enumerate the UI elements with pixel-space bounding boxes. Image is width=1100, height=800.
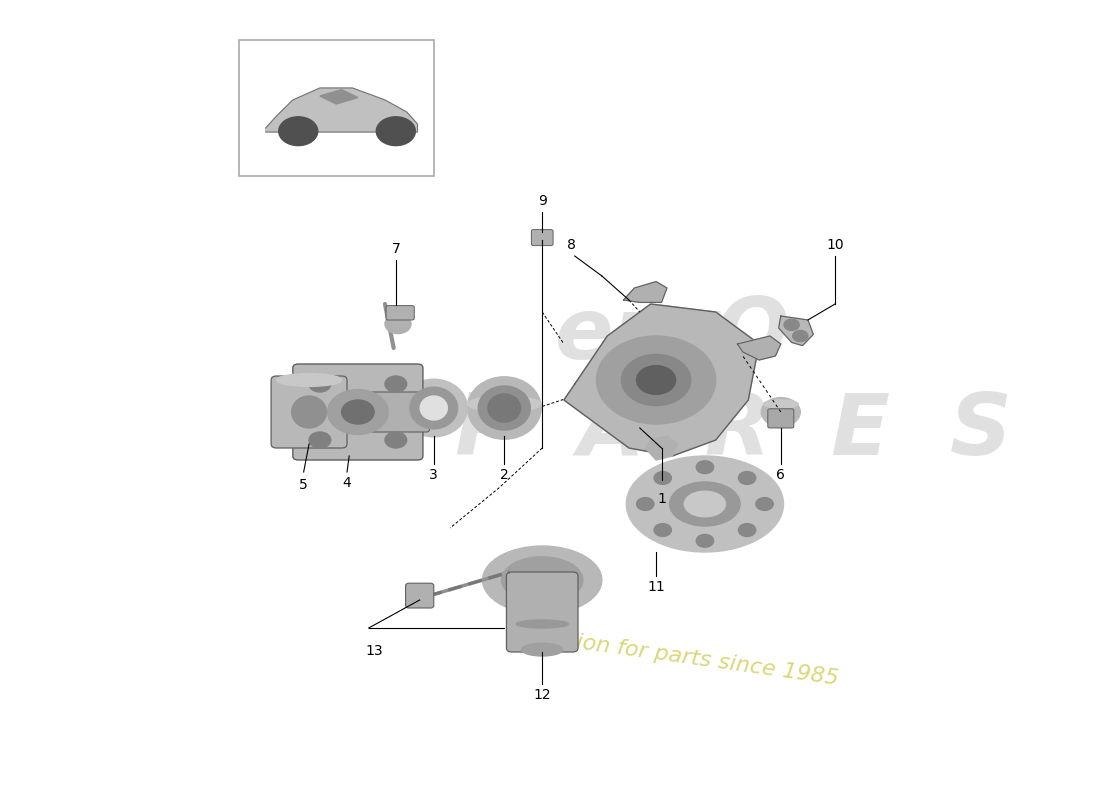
Circle shape <box>756 498 773 510</box>
Text: a passion for parts since 1985: a passion for parts since 1985 <box>505 622 840 690</box>
Circle shape <box>784 319 800 330</box>
Circle shape <box>342 400 374 424</box>
Circle shape <box>309 376 331 392</box>
Ellipse shape <box>478 386 530 430</box>
Circle shape <box>637 366 675 394</box>
Circle shape <box>654 471 671 484</box>
Ellipse shape <box>292 396 327 428</box>
Polygon shape <box>266 88 418 132</box>
FancyBboxPatch shape <box>768 409 794 428</box>
Ellipse shape <box>468 396 541 412</box>
Ellipse shape <box>420 396 448 420</box>
Polygon shape <box>624 282 667 302</box>
Text: 12: 12 <box>534 688 551 702</box>
Text: 2: 2 <box>499 468 508 482</box>
Circle shape <box>385 376 407 392</box>
Circle shape <box>654 524 671 537</box>
Ellipse shape <box>516 620 569 628</box>
Circle shape <box>278 117 318 146</box>
Circle shape <box>309 432 331 448</box>
FancyBboxPatch shape <box>386 306 415 320</box>
Ellipse shape <box>626 456 783 552</box>
Text: 3: 3 <box>429 468 438 482</box>
Circle shape <box>738 524 756 537</box>
Circle shape <box>738 471 756 484</box>
Text: 4: 4 <box>342 476 351 490</box>
Text: 6: 6 <box>777 468 785 482</box>
Polygon shape <box>646 436 678 460</box>
Ellipse shape <box>684 491 726 517</box>
FancyBboxPatch shape <box>363 392 429 432</box>
Text: 5: 5 <box>299 478 308 491</box>
Polygon shape <box>564 304 759 456</box>
Ellipse shape <box>521 643 563 656</box>
Circle shape <box>621 354 691 406</box>
Ellipse shape <box>502 557 583 603</box>
Circle shape <box>696 461 714 474</box>
Circle shape <box>793 330 807 342</box>
Ellipse shape <box>483 546 602 614</box>
Polygon shape <box>737 336 781 360</box>
Text: eurO
S  P  A  R  E  S: eurO S P A R E S <box>333 294 1012 474</box>
FancyBboxPatch shape <box>506 572 578 652</box>
Polygon shape <box>320 90 358 104</box>
Circle shape <box>761 398 801 426</box>
Text: 8: 8 <box>568 238 576 252</box>
Circle shape <box>376 117 416 146</box>
Polygon shape <box>779 316 813 346</box>
Circle shape <box>328 390 388 434</box>
Bar <box>239 40 433 176</box>
Circle shape <box>596 336 716 424</box>
Text: 10: 10 <box>826 238 844 252</box>
Ellipse shape <box>763 400 799 408</box>
Ellipse shape <box>410 387 458 429</box>
Circle shape <box>637 498 653 510</box>
Ellipse shape <box>400 379 468 437</box>
Text: 13: 13 <box>365 644 383 658</box>
FancyBboxPatch shape <box>531 230 553 246</box>
FancyBboxPatch shape <box>293 364 422 460</box>
Ellipse shape <box>670 482 740 526</box>
Circle shape <box>385 314 411 334</box>
Text: 11: 11 <box>647 580 666 594</box>
Text: 7: 7 <box>392 242 400 256</box>
Text: 9: 9 <box>538 194 547 208</box>
Text: 1: 1 <box>657 492 665 506</box>
Ellipse shape <box>276 374 342 386</box>
Circle shape <box>385 432 407 448</box>
FancyBboxPatch shape <box>271 376 346 448</box>
FancyBboxPatch shape <box>406 583 433 608</box>
Ellipse shape <box>488 394 520 422</box>
Circle shape <box>696 534 714 547</box>
Ellipse shape <box>468 377 541 439</box>
